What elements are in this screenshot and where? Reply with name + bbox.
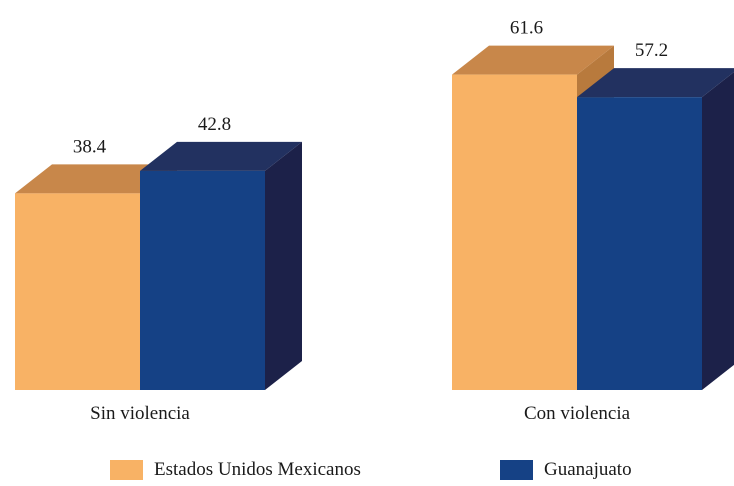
bar-top-0-0 bbox=[15, 164, 177, 194]
bar-top-0-1 bbox=[140, 141, 302, 171]
bar-side-0-1 bbox=[265, 141, 302, 390]
value-label-0-1: 42.8 bbox=[198, 114, 231, 135]
bar-1-0 bbox=[452, 74, 577, 390]
bar-0-1 bbox=[140, 170, 265, 390]
legend-swatch-guanajuato bbox=[500, 460, 533, 480]
category-label-0: Sin violencia bbox=[90, 403, 190, 424]
value-label-1-1: 57.2 bbox=[635, 40, 668, 61]
legend-item-mexico: Estados Unidos Mexicanos bbox=[110, 459, 361, 481]
value-label-1-0: 61.6 bbox=[510, 18, 543, 39]
bar-0-0 bbox=[15, 193, 140, 390]
bar-1-1 bbox=[577, 97, 702, 391]
bar-top-1-1 bbox=[577, 68, 734, 98]
legend-item-guanajuato: Guanajuato bbox=[500, 459, 632, 481]
legend-label-guanajuato: Guanajuato bbox=[544, 459, 632, 480]
value-label-0-0: 38.4 bbox=[73, 136, 107, 157]
legend-label-mexico: Estados Unidos Mexicanos bbox=[154, 459, 361, 480]
legend-swatch-mexico bbox=[110, 460, 143, 480]
category-label-1: Con violencia bbox=[524, 403, 631, 424]
bar-side-1-1 bbox=[702, 72, 734, 390]
bar-top-1-0 bbox=[452, 45, 614, 75]
